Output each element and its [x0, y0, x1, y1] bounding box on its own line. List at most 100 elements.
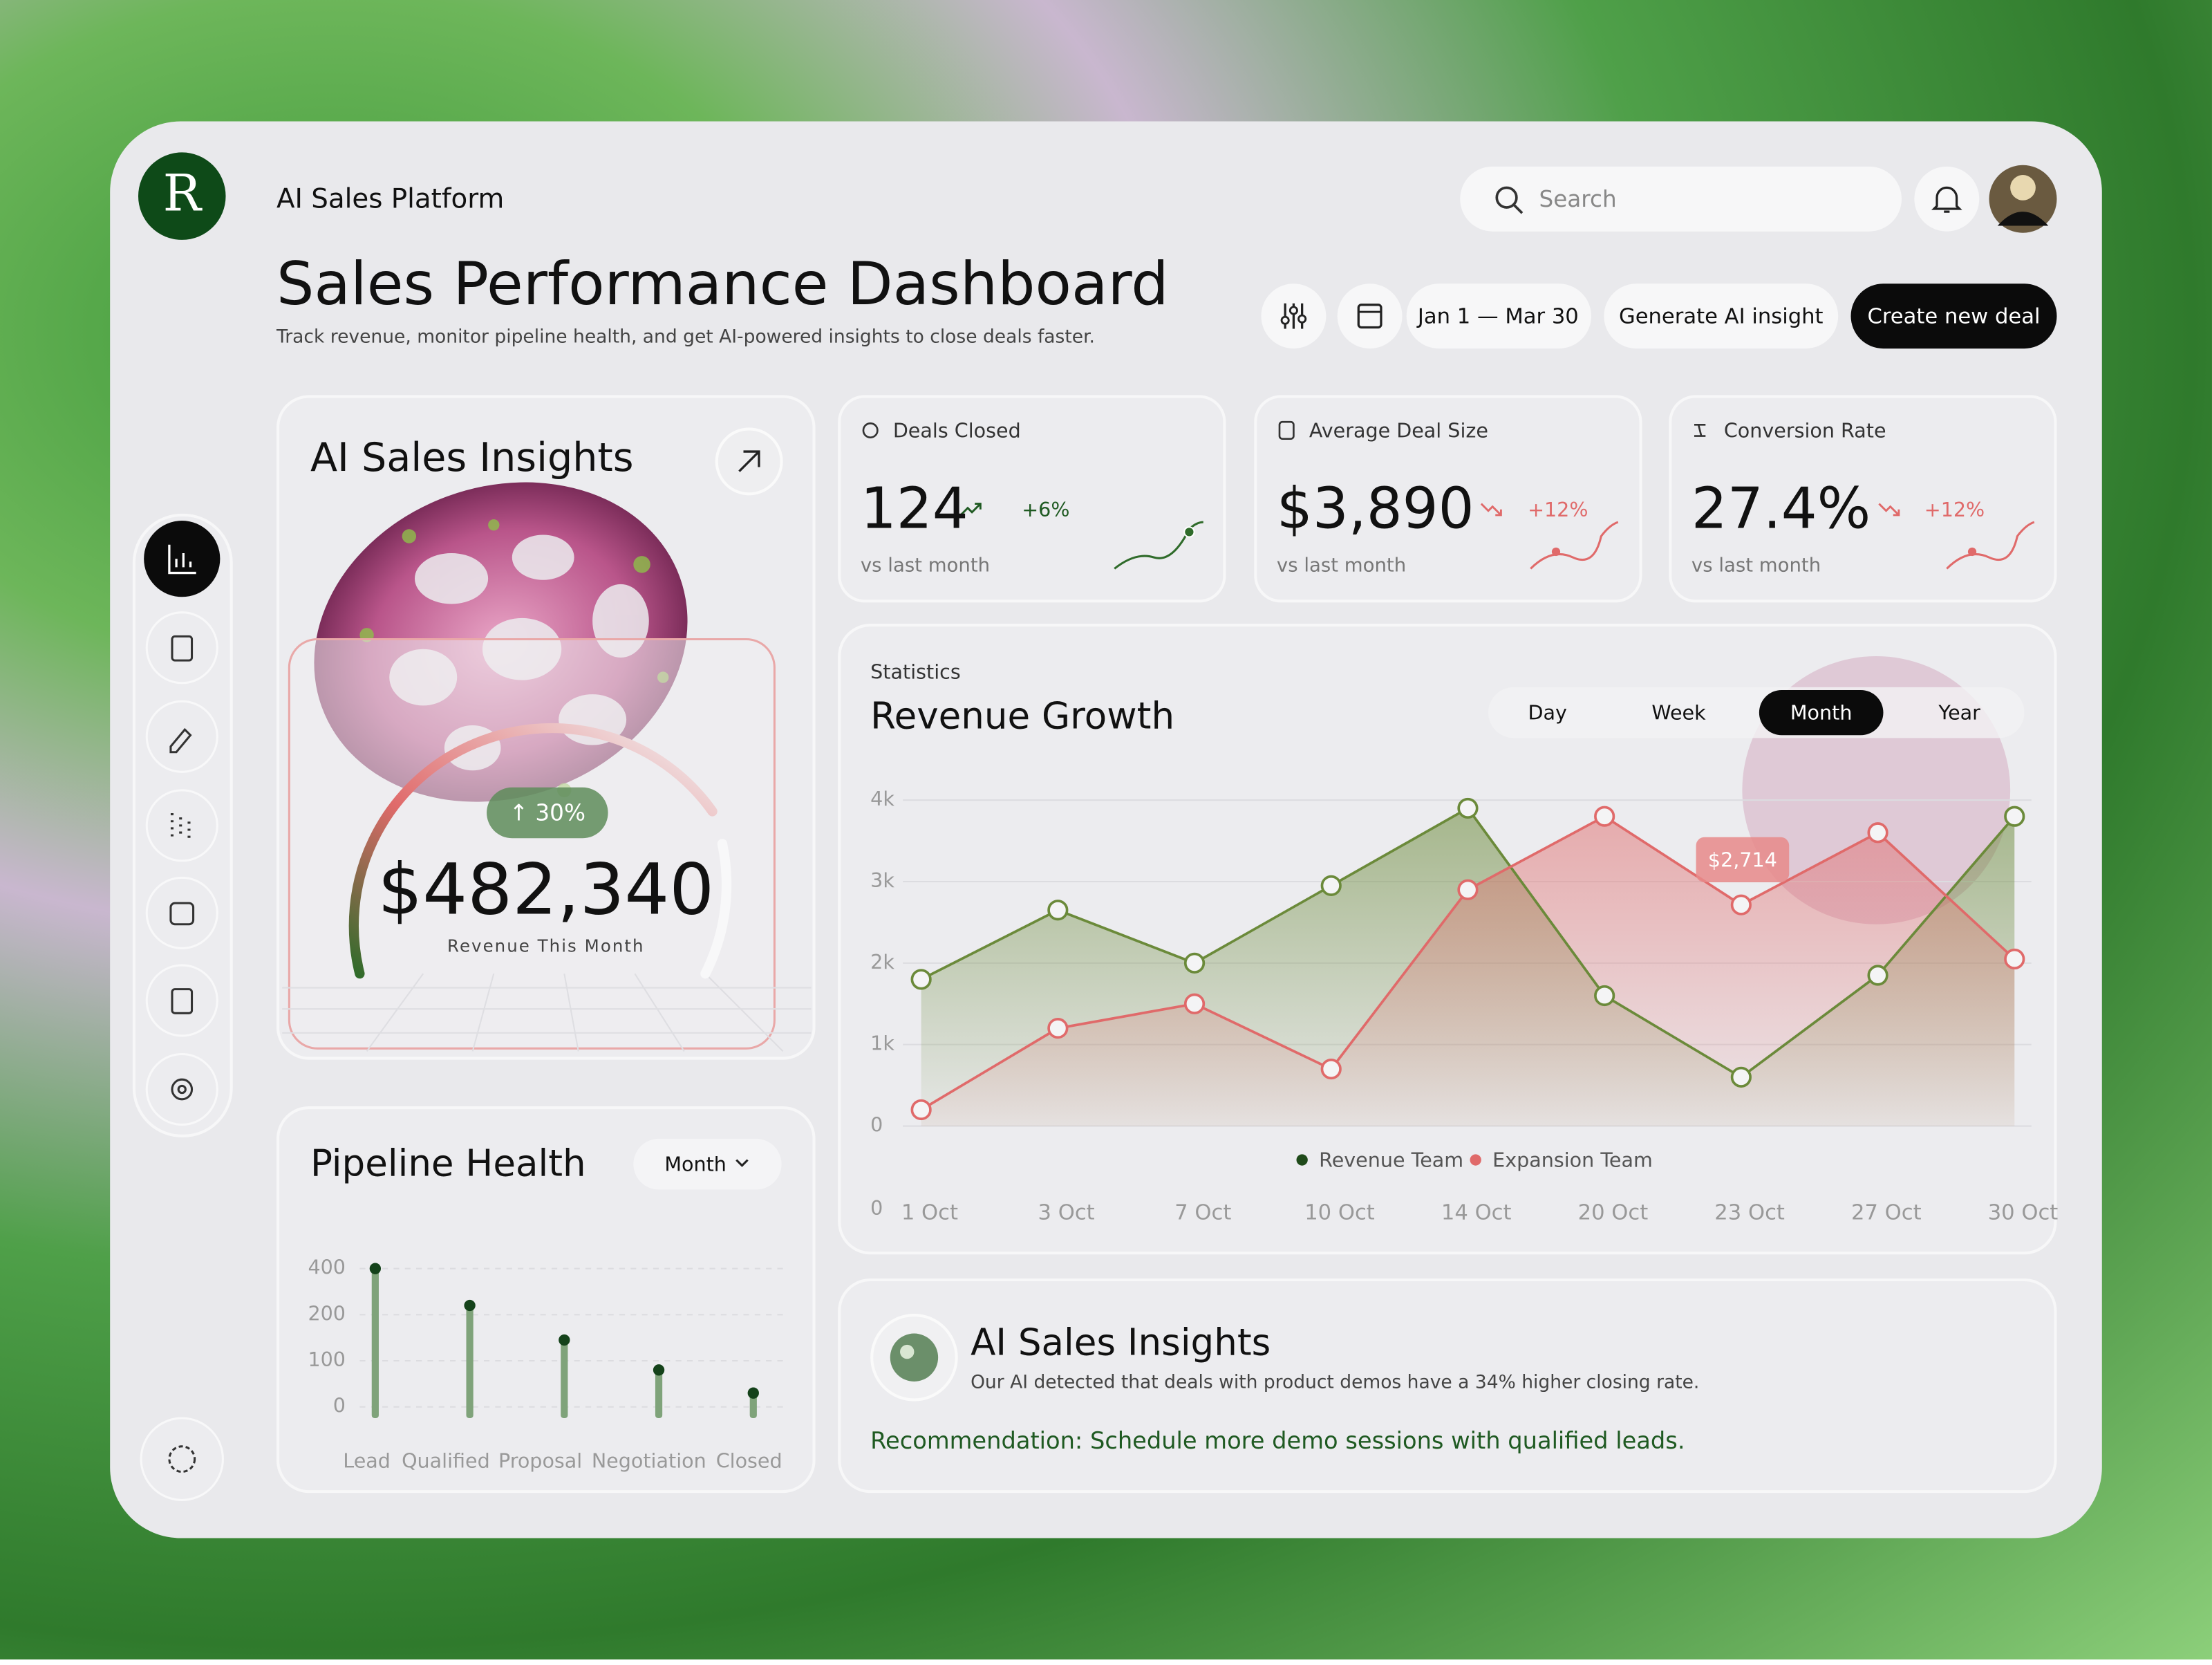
gauge-track [700, 839, 732, 979]
kpi-card [1669, 395, 2057, 603]
bar [749, 1393, 757, 1419]
x-tick-label: 30 Oct [1988, 1201, 2059, 1225]
x-tick-label: 20 Oct [1578, 1201, 1649, 1225]
x-tick-label: 14 Oct [1441, 1201, 1512, 1225]
filter-icon [1280, 315, 1290, 325]
point [1730, 894, 1752, 915]
bar [466, 1305, 474, 1419]
y-tick-label: 3k [870, 868, 894, 892]
nav-deals[interactable] [145, 700, 218, 773]
sparkline-dot [1183, 526, 1195, 538]
tab-label: Day [1528, 701, 1567, 725]
point [1594, 985, 1615, 1007]
search-placeholder: Search [1539, 186, 1617, 212]
search-box[interactable] [1460, 166, 1902, 232]
logo[interactable] [138, 152, 226, 240]
x-tick-label: Closed [716, 1449, 782, 1472]
legend-label: Revenue Team [1319, 1148, 1463, 1172]
help-icon [168, 1445, 196, 1473]
y-tick-label: 100 [308, 1348, 346, 1371]
arrow-icon [738, 450, 760, 472]
nav-icon [168, 544, 196, 575]
calendar-button[interactable] [1337, 283, 1403, 349]
nav-icons [169, 635, 195, 1101]
nav-icon [171, 988, 194, 1014]
trend-up-icon [959, 503, 982, 516]
sparkline-dot [1551, 547, 1561, 557]
nav-tasks[interactable] [145, 611, 218, 685]
notifications[interactable] [1914, 166, 1980, 232]
kpi-label: Deals Closed [893, 418, 1021, 442]
nav-icon [169, 902, 195, 926]
point [1047, 900, 1069, 921]
nav-settings[interactable] [145, 1052, 218, 1126]
revenue-value: $482,340 [377, 849, 714, 931]
point [1594, 806, 1615, 827]
kpi-change: +12% [1528, 498, 1588, 521]
x-tick-label: 7 Oct [1174, 1201, 1231, 1225]
bar [371, 1268, 379, 1419]
x-tick-label: Negotiation [592, 1449, 706, 1472]
help-button[interactable] [140, 1417, 224, 1501]
value-label: $2,714 [1708, 848, 1777, 871]
ai-banner [838, 1278, 2057, 1494]
x-tick-label: Qualified [402, 1449, 490, 1472]
point [1457, 879, 1479, 900]
x-tick-label: 23 Oct [1714, 1201, 1785, 1225]
point [2004, 948, 2025, 970]
bar-dot [369, 1263, 382, 1274]
point [1047, 1018, 1069, 1039]
legend-dot [1296, 1154, 1308, 1166]
bar-dot [747, 1387, 759, 1399]
legend-dot [1470, 1154, 1481, 1166]
chevron [735, 1159, 749, 1167]
y-tick-label: 4k [870, 787, 894, 810]
period-text: Month [664, 1153, 727, 1176]
banner-text: Our AI detected that deals with product … [971, 1371, 1699, 1393]
kpi-note: vs last month [1277, 554, 1406, 576]
generate-button[interactable] [1604, 283, 1839, 349]
point [1183, 952, 1206, 974]
value-label-bg [1696, 837, 1790, 883]
create-button[interactable] [1850, 283, 2057, 349]
nav-contacts[interactable] [145, 964, 218, 1037]
tab-group [1488, 687, 2025, 738]
point [1730, 1066, 1752, 1088]
x-tick-label: Lead [343, 1449, 391, 1472]
kpi-label: Conversion Rate [1724, 418, 1886, 442]
kpi-value: 27.4% [1691, 476, 1871, 541]
search-icon [1495, 186, 1518, 209]
point [1457, 797, 1479, 819]
tab-active[interactable] [1759, 689, 1884, 736]
tab-label: Year [1938, 701, 1980, 725]
x-tick-label: Proposal [498, 1449, 582, 1472]
growth-badge [487, 787, 608, 839]
y-tick-label: 0 [870, 1113, 883, 1137]
brand-name: AI Sales Platform [276, 183, 504, 214]
ai-icon-orb [890, 1333, 939, 1382]
kpi-note: vs last month [861, 554, 990, 576]
generate-button-text: Generate AI insight [1619, 305, 1824, 329]
point [1320, 875, 1342, 896]
logo-text: R [163, 165, 203, 223]
y-tick-label: 2k [870, 950, 894, 974]
series-area [921, 816, 2015, 1126]
bell-icon [1931, 186, 1962, 213]
nav-icon [171, 635, 194, 662]
period-dropdown[interactable] [633, 1138, 782, 1190]
x-axis-start: 0 [870, 1196, 883, 1220]
date-range[interactable] [1406, 283, 1592, 349]
sparkline [1530, 521, 1619, 570]
kpi-value: $3,890 [1277, 476, 1474, 541]
point [910, 1099, 932, 1121]
kpi-cards [838, 395, 2057, 603]
nav-calendar[interactable] [145, 876, 218, 949]
banner-recommendation: Recommendation: Schedule more demo sessi… [870, 1427, 1685, 1454]
chart-subtitle: Statistics [870, 660, 961, 683]
bar [561, 1340, 568, 1419]
nav-analytics[interactable] [144, 521, 221, 597]
point [910, 969, 932, 990]
insight-title: AI Sales Insights [310, 435, 634, 481]
nav-icon [177, 1084, 187, 1095]
